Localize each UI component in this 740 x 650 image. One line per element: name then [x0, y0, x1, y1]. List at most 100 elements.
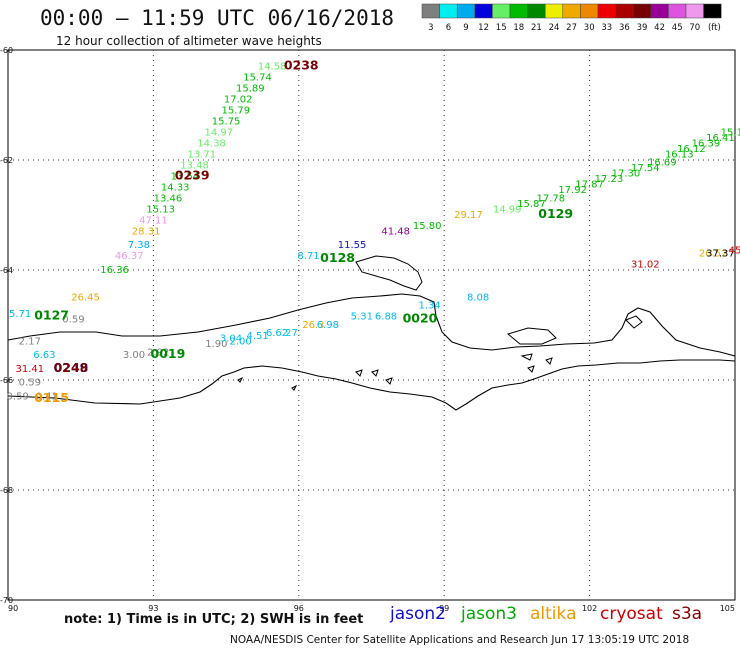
swh-label: 14.99 — [493, 204, 522, 215]
swh-label: 37.37 — [706, 248, 735, 259]
swh-label: 31.02 — [631, 259, 660, 270]
y-tick-label: -64 — [0, 266, 13, 275]
swh-label: 5.31 — [351, 312, 373, 323]
y-tick-label: -68 — [0, 486, 13, 495]
swh-label: 0.59 — [7, 391, 29, 402]
swh-label: 16.41 — [706, 133, 735, 144]
swh-label: 15.74 — [243, 72, 272, 83]
swh-label: 15.16 — [721, 127, 740, 138]
pass-time-label: 0127 — [34, 308, 69, 323]
swh-label: 27 — [285, 328, 298, 339]
swh-label: 1.90 — [205, 339, 227, 350]
map-title: 00:00 – 11:59 UTC 06/16/2018 — [40, 6, 395, 30]
swh-label: 3.04 — [220, 334, 242, 345]
swh-label: 26.3 — [302, 320, 324, 331]
swh-label: 8.08 — [467, 292, 489, 303]
swh-label: 8.71 — [297, 251, 319, 262]
credit-line: NOAA/NESDIS Center for Satellite Applica… — [230, 634, 690, 646]
colorbar: 3 6 9 12 15 18 21 24 27 30 33 36 39 42 45 70 (ft) — [421, 3, 722, 33]
map-subtitle: 12 hour collection of altimeter wave hei… — [56, 34, 322, 48]
swh-label: 3.00 — [123, 350, 145, 361]
pass-time-label: 0128 — [320, 250, 355, 265]
colorbar-label: 12 — [478, 23, 489, 33]
swh-label: 1.34 — [419, 301, 441, 312]
legend-altika: altika — [530, 604, 577, 624]
colorbar-label: 30 — [584, 23, 595, 33]
swh-label: 17.78 — [537, 193, 566, 204]
swh-label: 13.71 — [188, 149, 217, 160]
colorbar-label: 36 — [619, 23, 630, 33]
pass-time-label: 0238 — [284, 57, 319, 72]
colorbar-label: 9 — [463, 23, 468, 33]
y-tick-label: -60 — [0, 46, 13, 55]
colorbar-label: 24 — [549, 23, 560, 33]
swh-label: 15.75 — [212, 116, 241, 127]
swh-label: 14.97 — [205, 127, 234, 138]
coastline-outer — [7, 359, 736, 411]
swh-label: 16.69 — [648, 158, 677, 169]
wave-height-labels: 14.5815.7415.8917.0215.7915.7514.9714.38… — [7, 61, 740, 402]
swh-label: 26.45 — [71, 292, 100, 303]
colorbar-label: 45 — [672, 23, 683, 33]
swh-label: 17.54 — [631, 163, 660, 174]
colorbar-swatch — [703, 3, 722, 19]
x-tick-label: 102 — [582, 604, 597, 613]
pass-time-label: 0129 — [538, 206, 573, 221]
coastline-inner — [7, 293, 736, 357]
colorbar-label: 6 — [446, 23, 451, 33]
swh-label: 6.62 — [266, 328, 288, 339]
swh-label: 14.33 — [161, 182, 190, 193]
swh-label: 28.31 — [132, 226, 161, 237]
swh-label: 15.79 — [221, 105, 250, 116]
y-tick-label: -70 — [0, 596, 13, 605]
pass-time-label: 0248 — [54, 360, 89, 375]
x-tick-label: 90 — [8, 604, 18, 613]
swh-label: 17.23 — [595, 174, 624, 185]
coastline-lakes — [237, 255, 643, 391]
legend-s3a: s3a — [672, 604, 703, 624]
swh-label: 15.13 — [146, 204, 175, 215]
x-tick-label: 99 — [439, 604, 449, 613]
x-tick-label: 93 — [148, 604, 158, 613]
legend-cryosat: cryosat — [600, 604, 663, 624]
swh-label: 15.80 — [413, 221, 442, 232]
swh-label: 2.00 — [230, 336, 252, 347]
colorbar-label: 27 — [566, 23, 577, 33]
swh-label: 17.30 — [612, 169, 641, 180]
swh-label: 17.92 — [558, 185, 587, 196]
swh-label: 14.38 — [197, 138, 226, 149]
swh-label: 13.48 — [180, 160, 209, 171]
swh-label: 16.39 — [692, 138, 721, 149]
colorbar-label: 39 — [637, 23, 648, 33]
swh-label: 5.71 — [9, 309, 31, 320]
swh-label: 14.58 — [258, 61, 287, 72]
swh-label: 17.87 — [575, 180, 604, 191]
swh-label: 6.88 — [375, 312, 397, 323]
swh-label: 0.59 — [19, 378, 41, 389]
coastline — [7, 255, 736, 411]
swh-label: 0.59 — [62, 314, 84, 325]
swh-label: 17.02 — [224, 94, 253, 105]
pass-time-label: 0020 — [403, 310, 438, 325]
pass-time-label: 0115 — [34, 390, 69, 405]
swh-label: 13.46 — [154, 193, 183, 204]
colorbar-label: 18 — [513, 23, 524, 33]
x-tick-label: 96 — [294, 604, 304, 613]
pass-time-label: 0249 — [54, 360, 89, 375]
swh-label: 41.48 — [381, 226, 410, 237]
colorbar-label: 70 — [689, 23, 700, 33]
x-tick-label: 105 — [720, 604, 735, 613]
swh-label: 26.52 — [699, 248, 728, 259]
swh-label: 6.98 — [317, 320, 339, 331]
pass-time-label: 0019 — [151, 346, 186, 361]
swh-label: 46.37 — [115, 251, 144, 262]
swh-label: 6.63 — [33, 350, 55, 361]
swh-label: 31.41 — [15, 364, 44, 375]
pass-time-label: 0239 — [175, 167, 210, 182]
colorbar-label: 42 — [654, 23, 665, 33]
graticule — [8, 50, 735, 600]
swh-label: 4.51 — [246, 331, 268, 342]
